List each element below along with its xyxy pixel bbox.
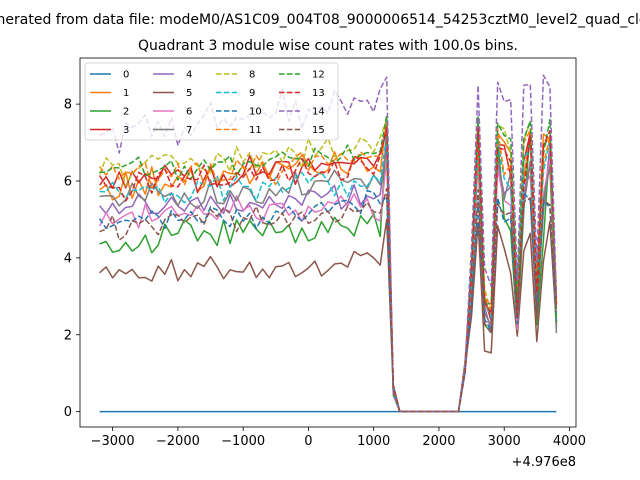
legend-label-6: 6 (186, 107, 192, 118)
y-tick-label: 0 (64, 405, 72, 420)
series-line-5 (99, 218, 558, 413)
legend-label-13: 13 (312, 88, 325, 99)
y-tick-label: 2 (64, 328, 72, 343)
y-axis: 0 2 4 6 8 (64, 98, 80, 420)
legend-label-15: 15 (312, 125, 325, 136)
legend-label-5: 5 (186, 88, 192, 99)
x-tick-label: −1000 (221, 434, 265, 449)
chart-title: Quadrant 3 module wise count rates with … (138, 38, 518, 54)
x-tick-label: −2000 (156, 434, 200, 449)
y-tick-label: 8 (64, 98, 72, 113)
legend-label-3: 3 (123, 125, 129, 136)
series-line-10 (98, 189, 558, 413)
figure-suptitle: Plot generated from data file: modeM0/AS… (0, 12, 640, 28)
legend-label-14: 14 (312, 107, 325, 118)
y-tick-label: 6 (64, 175, 72, 190)
legend-label-0: 0 (123, 70, 129, 81)
legend-label-12: 12 (312, 70, 325, 81)
x-tick-label: 0 (304, 434, 312, 449)
legend-label-4: 4 (186, 70, 192, 81)
legend-label-8: 8 (249, 70, 255, 81)
plot-frame (79, 57, 577, 428)
legend-label-9: 9 (249, 88, 255, 99)
x-tick-label: −3000 (91, 434, 135, 449)
legend-label-1: 1 (123, 88, 129, 99)
legend-label-11: 11 (249, 125, 262, 136)
x-tick-label: 1000 (357, 434, 390, 449)
x-tick-label: 4000 (553, 434, 586, 449)
x-tick-label: 2000 (422, 434, 455, 449)
legend-label-7: 7 (186, 125, 192, 136)
x-tick-label: 3000 (488, 434, 521, 449)
series-layer (98, 74, 558, 413)
legend-frame (84, 62, 339, 141)
series-line-15 (99, 187, 558, 413)
y-tick-label: 4 (64, 251, 72, 266)
legend-label-10: 10 (249, 107, 262, 118)
series-line-13 (98, 126, 558, 413)
x-axis: −3000 −2000 −1000 0 1000 2000 3000 4000 (91, 427, 586, 449)
x-offset-label: +4.976e8 (512, 455, 576, 470)
legend-label-2: 2 (123, 107, 129, 118)
